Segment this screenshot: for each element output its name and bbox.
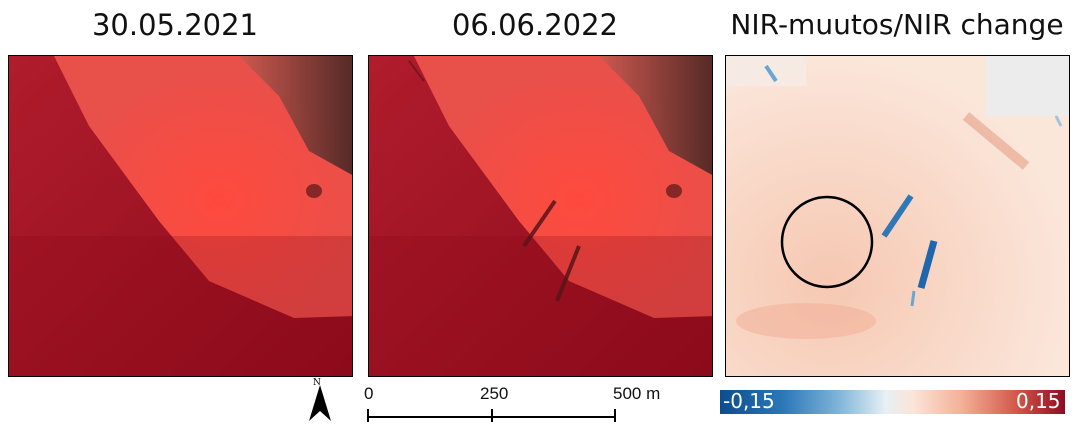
image-panel-2021 xyxy=(8,55,353,377)
colorbar-min-label: -0,15 xyxy=(723,389,775,413)
panel-title-2021: 30.05.2021 xyxy=(91,8,259,42)
scale-label-0: 0 xyxy=(364,384,374,403)
scale-bar xyxy=(367,409,616,422)
scale-label-500: 500 m xyxy=(613,384,661,403)
panel-title-2022: 06.06.2022 xyxy=(451,8,619,42)
scale-label-250: 250 xyxy=(480,384,509,403)
highlight-circle xyxy=(780,195,874,289)
satellite-image-2022 xyxy=(369,56,712,376)
satellite-image-2021 xyxy=(9,56,352,376)
panel-title-change: NIR-muutos/NIR change xyxy=(730,8,1064,41)
north-arrow-icon xyxy=(309,385,331,421)
nir-change-colorbar xyxy=(720,390,1065,414)
nir-change-map xyxy=(726,56,1069,376)
colorbar-max-label: 0,15 xyxy=(1016,389,1061,413)
north-label: N xyxy=(313,378,321,388)
image-panel-2022 xyxy=(368,55,713,377)
nir-change-panel xyxy=(725,55,1070,377)
